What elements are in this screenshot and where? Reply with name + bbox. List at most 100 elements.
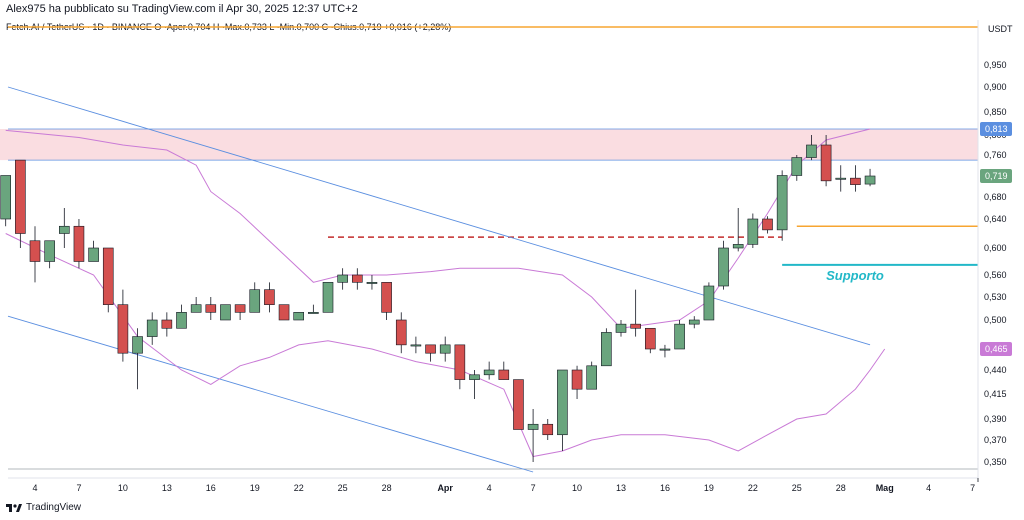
candle [0, 175, 11, 220]
price-tag: 0,465 [980, 342, 1012, 356]
candle [601, 332, 612, 367]
candle [776, 175, 788, 231]
y-tick-label: 0,600 [984, 243, 1007, 253]
price-tag: 0,719 [980, 169, 1012, 183]
candle [630, 323, 641, 329]
bollinger-upper-band [5, 128, 871, 329]
x-tick-label: 16 [206, 483, 216, 493]
candle [88, 247, 99, 262]
x-tick-label: 4 [926, 483, 931, 493]
candle [278, 304, 290, 321]
candle [791, 157, 803, 176]
x-tick-label: 19 [704, 483, 714, 493]
candle [146, 319, 158, 337]
candle [688, 319, 700, 325]
x-tick-label: 22 [294, 483, 304, 493]
price-tag-box [980, 122, 1012, 137]
candle [615, 323, 627, 333]
candle [718, 247, 729, 287]
x-tick-label: 28 [382, 483, 392, 493]
candle [249, 289, 261, 313]
candle [29, 240, 41, 262]
x-tick-label: Apr [437, 483, 453, 493]
y-tick-label: 0,850 [984, 107, 1007, 117]
x-tick-label: 25 [792, 483, 802, 493]
y-tick-label: 0,415 [984, 389, 1007, 399]
candle [806, 144, 817, 158]
publisher-line: Alex975 ha pubblicato su TradingView.com… [6, 3, 358, 15]
candle [395, 319, 407, 346]
x-tick-label: 19 [250, 483, 260, 493]
candle [527, 423, 539, 430]
candle [732, 244, 744, 249]
x-tick-label: 22 [748, 483, 758, 493]
x-tick-label: 7 [531, 483, 536, 493]
candle [322, 282, 334, 313]
x-tick-label: Mag [876, 483, 894, 493]
candle [410, 344, 422, 347]
tradingview-logo-icon [6, 503, 22, 512]
x-tick-label: 16 [660, 483, 670, 493]
candle [542, 423, 554, 436]
bollinger-lower-band [5, 233, 886, 458]
y-tick-label: 0,680 [984, 192, 1007, 202]
candle [425, 344, 436, 354]
trendline-1 [7, 315, 534, 473]
candle [234, 304, 246, 313]
candle [703, 285, 715, 321]
candle [762, 218, 773, 231]
candle [747, 218, 759, 245]
candle [381, 282, 392, 313]
candle [293, 312, 305, 321]
candle [161, 319, 173, 329]
candle [308, 312, 319, 314]
candle [820, 144, 832, 182]
y-tick-label: 0,530 [984, 292, 1007, 302]
candle [44, 240, 55, 262]
brand-name: TradingView [26, 502, 82, 513]
support-label: Supporto [826, 268, 884, 283]
price-tag-label: 0,813 [985, 124, 1008, 134]
y-tick-label: 0,760 [984, 150, 1007, 160]
y-tick-label: 0,640 [984, 214, 1007, 224]
y-tick-label: 0,950 [984, 60, 1007, 70]
trendline-0 [7, 86, 871, 346]
x-tick-label: 10 [572, 483, 582, 493]
candle [454, 344, 466, 380]
candle [190, 304, 202, 313]
candle [483, 369, 495, 376]
candle [15, 159, 26, 234]
candle [264, 289, 275, 305]
x-tick-label: 7 [76, 483, 81, 493]
price-tag: 0,813 [980, 122, 1012, 137]
candle [513, 379, 524, 430]
candle [117, 304, 129, 354]
x-tick-label: 10 [118, 483, 128, 493]
price-tag-box [980, 342, 1012, 356]
x-tick-label: 4 [32, 483, 37, 493]
y-tick-label: 0,350 [984, 457, 1007, 467]
candle [132, 336, 143, 354]
candle [220, 304, 231, 321]
price-tag-label: 0,465 [985, 344, 1008, 354]
x-tick-label: 4 [487, 483, 492, 493]
y-tick-label: 0,560 [984, 270, 1007, 280]
candle [337, 274, 348, 283]
y-tick-label: 0,370 [984, 435, 1007, 445]
candle [205, 304, 217, 313]
y-tick-label: 0,440 [984, 365, 1007, 375]
candle [366, 282, 378, 284]
x-tick-label: 13 [162, 483, 172, 493]
candle [835, 177, 847, 180]
candle [674, 323, 685, 350]
candle [498, 369, 510, 380]
candle [850, 177, 861, 185]
price-tag-label: 0,719 [985, 171, 1008, 181]
candle [102, 247, 114, 305]
y-tick-label: 0,900 [984, 82, 1007, 92]
x-tick-label: 28 [836, 483, 846, 493]
tradingview-brand[interactable]: TradingView [6, 502, 81, 513]
candle [586, 365, 598, 390]
x-tick-label: 7 [970, 483, 975, 493]
